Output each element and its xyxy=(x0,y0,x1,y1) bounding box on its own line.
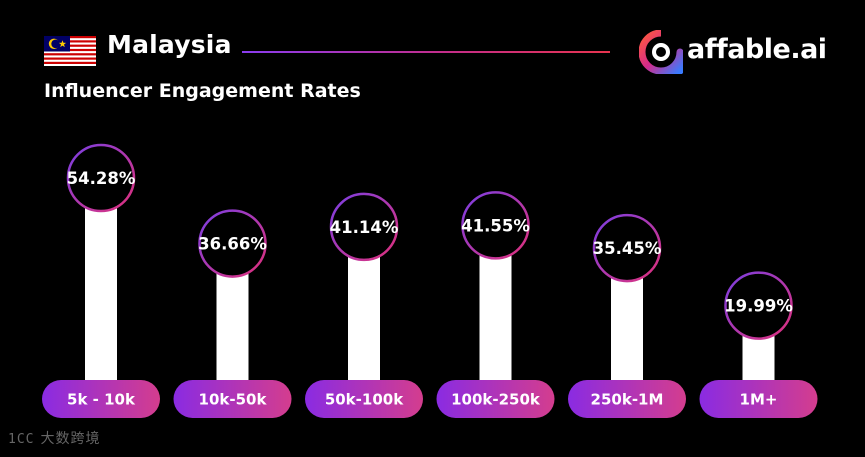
watermark-mark: 1CC xyxy=(8,432,35,447)
country-title: Malaysia xyxy=(107,30,232,59)
value-bubble-4 xyxy=(592,213,662,283)
category-label-1: 10k-50k xyxy=(199,391,268,409)
chart-subtitle: Influencer Engagement Rates xyxy=(44,80,361,102)
value-bubble-2 xyxy=(329,192,399,262)
category-pill-0 xyxy=(42,380,160,418)
category-pill-2 xyxy=(305,380,423,418)
value-bubble-1 xyxy=(198,209,267,278)
category-label-4: 250k-1M xyxy=(591,391,664,409)
category-pill-3 xyxy=(436,380,555,418)
value-bubble-0 xyxy=(66,143,136,213)
value-label-3: 41.55% xyxy=(461,216,530,235)
value-label-2: 41.14% xyxy=(330,218,399,237)
value-label-5: 19.99% xyxy=(724,297,793,316)
category-pill-5 xyxy=(699,380,818,418)
value-label-4: 35.45% xyxy=(593,239,662,258)
category-label-5: 1M+ xyxy=(740,391,778,409)
header: Malaysia Influencer Engagement Rates aff… xyxy=(0,0,865,110)
category-pill-4 xyxy=(568,380,686,418)
affable-logo-icon xyxy=(639,30,683,74)
malaysia-flag-icon xyxy=(44,36,96,66)
brand-logo: affable.ai xyxy=(639,30,829,74)
brand-name: affable.ai xyxy=(687,34,827,65)
category-label-2: 50k-100k xyxy=(325,391,404,409)
value-label-1: 36.66% xyxy=(198,235,267,254)
category-pill-1 xyxy=(173,380,292,418)
header-divider xyxy=(242,51,610,53)
category-label-0: 5k - 10k xyxy=(67,391,136,409)
value-bubble-3 xyxy=(461,191,530,260)
watermark: 1CC 大数跨境 xyxy=(8,428,100,448)
watermark-text: 大数跨境 xyxy=(40,431,101,447)
category-label-3: 100k-250k xyxy=(451,391,541,409)
value-bubble-5 xyxy=(724,271,793,340)
value-label-0: 54.28% xyxy=(67,169,136,188)
